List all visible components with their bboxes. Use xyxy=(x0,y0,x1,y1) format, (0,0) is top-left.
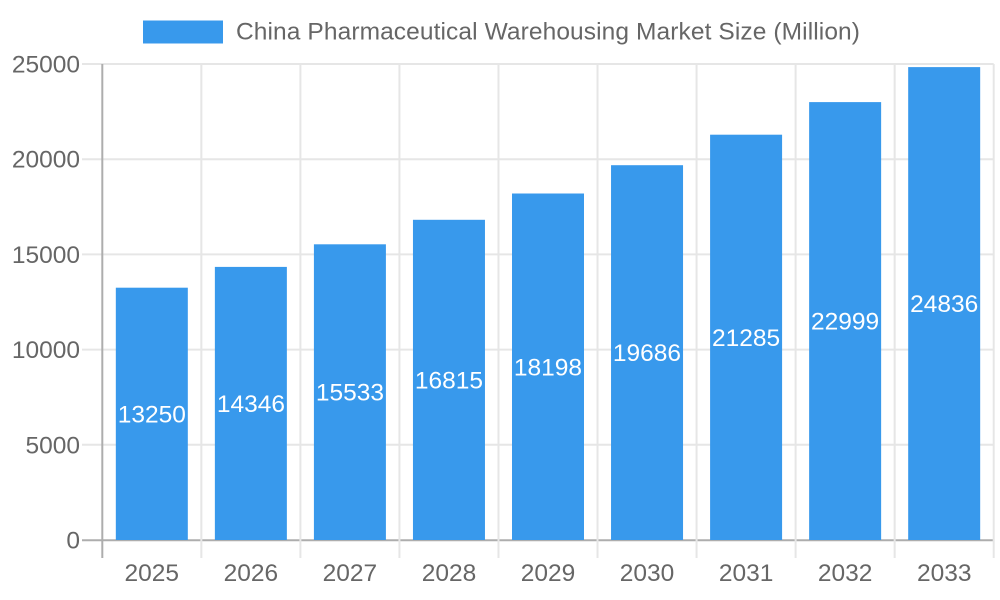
svg-text:0: 0 xyxy=(66,528,80,555)
svg-text:14346: 14346 xyxy=(217,391,285,418)
svg-text:16815: 16815 xyxy=(415,367,483,394)
svg-text:21285: 21285 xyxy=(712,325,780,352)
svg-text:2027: 2027 xyxy=(323,560,378,587)
svg-text:2028: 2028 xyxy=(422,560,477,587)
svg-text:2032: 2032 xyxy=(818,560,873,587)
svg-text:5000: 5000 xyxy=(25,432,80,459)
svg-text:2033: 2033 xyxy=(917,560,972,587)
svg-text:18198: 18198 xyxy=(514,354,582,381)
svg-text:2029: 2029 xyxy=(521,560,576,587)
svg-text:2031: 2031 xyxy=(719,560,774,587)
svg-text:10000: 10000 xyxy=(12,337,80,364)
svg-text:19686: 19686 xyxy=(613,340,681,367)
svg-text:22999: 22999 xyxy=(811,309,879,336)
svg-text:13250: 13250 xyxy=(118,401,186,428)
svg-text:2025: 2025 xyxy=(125,560,180,587)
svg-text:15533: 15533 xyxy=(316,380,384,407)
svg-text:24836: 24836 xyxy=(910,291,978,318)
svg-text:15000: 15000 xyxy=(12,242,80,269)
svg-text:China Pharmaceutical Warehousi: China Pharmaceutical Warehousing Market … xyxy=(236,19,860,46)
svg-text:20000: 20000 xyxy=(12,147,80,174)
svg-text:2026: 2026 xyxy=(224,560,279,587)
svg-text:2030: 2030 xyxy=(620,560,675,587)
svg-text:25000: 25000 xyxy=(12,52,80,79)
